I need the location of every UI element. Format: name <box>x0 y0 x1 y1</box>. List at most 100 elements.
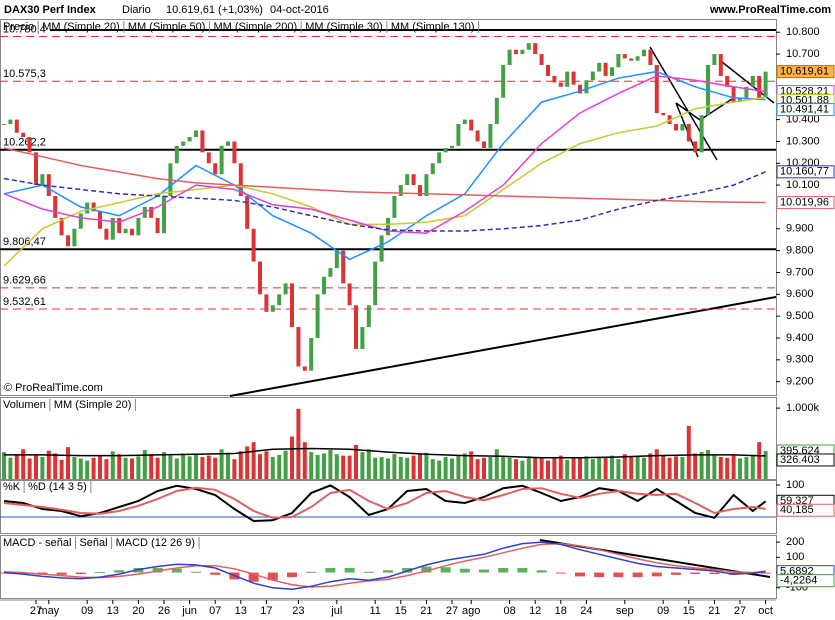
candle <box>398 185 403 197</box>
legend-entry: %D (14 3 5) <box>28 481 87 493</box>
candle <box>226 141 230 146</box>
legend-entry: %K <box>3 481 21 493</box>
value-label-box <box>776 103 835 117</box>
volume-bar <box>731 455 736 479</box>
volume-bar <box>424 452 429 479</box>
volume-bar <box>443 457 448 479</box>
candle <box>334 250 339 269</box>
candle <box>149 206 154 218</box>
y-tick-label: 9.500 <box>786 310 814 322</box>
histogram-bar <box>517 567 528 573</box>
volume-bar <box>328 449 333 479</box>
x-tick-label: 08 <box>503 605 515 617</box>
candle <box>469 119 474 131</box>
y-tick-label: 9.700 <box>786 266 814 278</box>
candle <box>731 86 736 103</box>
y-tick-label: 9.600 <box>786 288 814 300</box>
candle <box>616 54 621 68</box>
volume-bar <box>98 455 102 479</box>
volume-bar <box>194 454 198 479</box>
candle <box>66 235 70 247</box>
volume-bar <box>296 408 301 479</box>
y-tick-label: 10.300 <box>786 135 820 147</box>
candle <box>699 115 704 153</box>
volume-bar <box>578 458 582 479</box>
candle <box>571 71 576 85</box>
volume-bar <box>386 458 390 479</box>
candle <box>693 141 698 153</box>
x-tick-label: 21 <box>420 605 432 617</box>
value-label: 10.619,61 <box>780 66 829 78</box>
candle <box>104 228 109 240</box>
level-label: 9.532,61 <box>3 296 46 308</box>
histogram-bar <box>75 572 86 575</box>
value-label: 10.160,77 <box>780 166 829 178</box>
volume-bar <box>738 458 742 479</box>
candle <box>430 163 435 175</box>
volume-bar <box>462 453 467 479</box>
volume-bar <box>635 455 640 479</box>
legend-entry: MACD - señal <box>3 537 71 549</box>
histogram-bar <box>459 568 470 573</box>
histogram-bar <box>114 570 125 573</box>
candle <box>514 49 518 55</box>
volume-bar <box>226 452 230 479</box>
legend-entry: MM (Simple 130) <box>391 21 475 33</box>
candle <box>590 71 595 81</box>
volume-bar <box>757 442 762 479</box>
level-label: 10.780,4 <box>3 23 46 35</box>
candle <box>718 54 723 76</box>
volume-bar <box>379 457 384 479</box>
volume-bar <box>2 452 6 479</box>
candle <box>194 130 198 138</box>
series-line <box>3 96 766 267</box>
candle <box>251 228 256 262</box>
histogram-bar <box>287 572 297 578</box>
volume-bar <box>21 449 26 479</box>
volume-bar <box>712 455 717 479</box>
histogram-bar <box>594 572 605 578</box>
histogram-bar <box>632 572 643 578</box>
candle <box>686 123 691 142</box>
y-tick-label: 200 <box>786 536 804 548</box>
volume-bar <box>59 459 64 479</box>
volume-bar <box>258 454 262 479</box>
quote: 10.619,61 (+1,03%) <box>166 4 263 16</box>
volume-bar <box>686 425 691 479</box>
x-tick-label: jun <box>181 605 197 617</box>
volume-bar <box>539 458 544 479</box>
histogram-bar <box>690 572 701 575</box>
candle <box>162 196 166 234</box>
candle <box>341 250 346 284</box>
histogram-bar <box>191 571 201 573</box>
x-tick-label: 12 <box>529 605 541 617</box>
x-tick-label: 27 <box>30 605 42 617</box>
candle <box>181 141 186 146</box>
y-tick-label: 100 <box>786 551 804 563</box>
volume-bar <box>34 455 38 479</box>
candle <box>520 49 525 55</box>
series-line <box>3 70 766 261</box>
volume-bar <box>469 451 474 479</box>
volume-bar <box>136 456 141 479</box>
candle <box>347 283 352 306</box>
candle <box>418 185 422 197</box>
x-tick-label: 07 <box>209 605 221 617</box>
candle <box>661 113 666 116</box>
legend-entry: Señal <box>79 537 107 549</box>
candle <box>14 119 19 133</box>
x-tick-label: 13 <box>235 605 247 617</box>
volume-bar <box>162 452 166 479</box>
volume-bar <box>270 457 275 479</box>
volume-bar <box>130 458 134 479</box>
volume-bar <box>27 458 32 479</box>
candle <box>59 217 64 236</box>
legend-entry: MM (Simple 200) <box>213 21 297 33</box>
y-tick-label: 10.100 <box>786 179 820 191</box>
value-label-box <box>776 165 835 179</box>
volume-bar <box>597 457 602 479</box>
volume-bar <box>309 452 314 479</box>
candle <box>309 337 314 371</box>
candle <box>123 228 128 234</box>
